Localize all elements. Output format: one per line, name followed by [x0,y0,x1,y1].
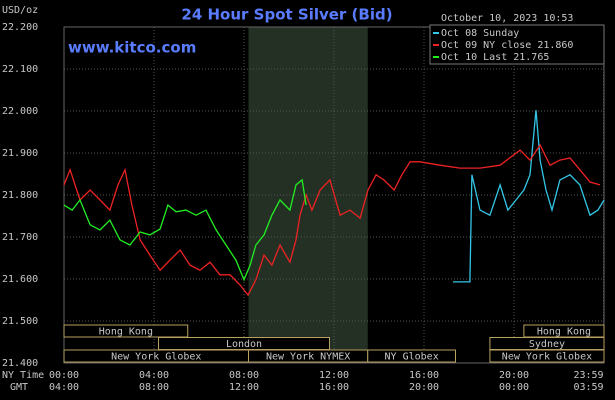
x2-tick-label: 08:00 [139,382,169,393]
session-label: New York Globex [111,352,201,363]
y-tick-label: 21.700 [2,232,38,243]
x-tick-label: 08:00 [229,370,259,381]
session-box [489,349,605,363]
legend-label: Oct 08 Sunday [441,28,519,39]
x-tick-label: 12:00 [319,370,349,381]
session-label: Hong Kong [99,327,153,338]
chart-title: 24 Hour Spot Silver (Bid) [181,6,392,24]
y-tick-label: 21.600 [2,274,38,285]
session-label: Sydney [529,339,565,350]
y-tick-label: 21.500 [2,316,38,327]
x2-tick-label: 00:00 [499,382,529,393]
x-tick-label: 16:00 [409,370,439,381]
x2-row-label: GMT [10,382,28,393]
x2-tick-label: 12:00 [229,382,259,393]
series-line [63,143,601,297]
session-label: Hong Kong [537,327,591,338]
x2-tick-label: 03:59 [573,382,603,393]
timestamp: October 10, 2023 10:53 [441,13,573,24]
session-box [63,324,189,338]
y-tick-label: 22.200 [2,22,38,33]
x2-tick-label: 20:00 [409,382,439,393]
series-line [453,110,605,283]
x2-tick-label: 16:00 [319,382,349,393]
session-label: NY Globex [385,352,439,363]
y-axis-label: USD/oz [2,5,38,16]
plot-frame [63,26,605,364]
y-tick-label: 21.900 [2,148,38,159]
legend-label: Oct 10 Last 21.765 [441,52,549,63]
session-box [367,349,456,363]
y-tick-label: 22.000 [2,106,38,117]
session-label: London [226,339,262,350]
x-tick-label: 00:00 [49,370,79,381]
x-row-label: NY Time [2,370,44,381]
legend-box [429,24,605,65]
session-label: New York NYMEX [266,352,350,363]
watermark: www.kitco.com [68,39,196,57]
y-tick-label: 21.400 [2,358,38,369]
x-tick-label: 23:59 [573,370,603,381]
x-tick-label: 20:00 [499,370,529,381]
y-tick-label: 22.100 [2,64,38,75]
legend-label: Oct 09 NY close 21.860 [441,40,573,51]
session-label: New York Globex [502,352,592,363]
y-tick-label: 21.800 [2,190,38,201]
x-tick-label: 04:00 [139,370,169,381]
series-line [63,178,307,282]
x2-tick-label: 04:00 [49,382,79,393]
